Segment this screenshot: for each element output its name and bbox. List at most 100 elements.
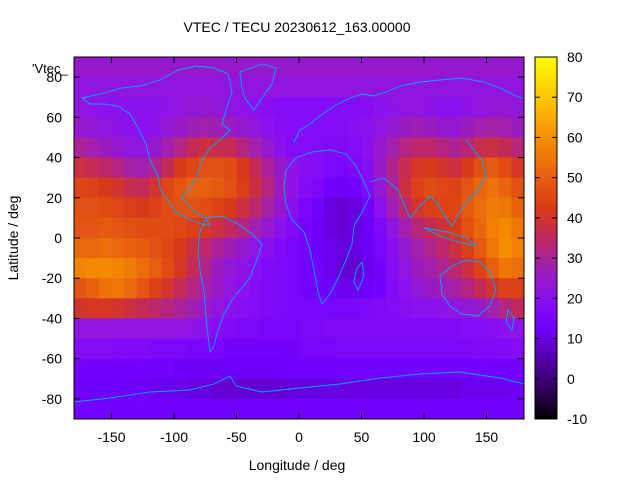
heatmap-cell xyxy=(386,338,400,360)
heatmap-cell xyxy=(474,338,488,360)
heatmap-cell xyxy=(136,117,150,139)
heatmap-cell xyxy=(449,398,463,419)
heatmap-cell xyxy=(161,338,175,360)
heatmap-cell xyxy=(424,77,438,98)
heatmap-cell xyxy=(186,238,200,259)
heatmap-cell xyxy=(86,217,100,239)
heatmap-cell xyxy=(299,358,313,380)
heatmap-cell xyxy=(411,318,425,340)
heatmap-cell xyxy=(449,197,463,219)
heatmap-cell xyxy=(261,77,275,98)
heatmap-cell xyxy=(124,157,138,179)
heatmap-cell xyxy=(236,258,250,279)
heatmap-cell xyxy=(299,197,313,219)
heatmap-cell xyxy=(161,398,175,419)
heatmap-cell xyxy=(324,117,338,139)
heatmap-cell xyxy=(386,278,400,299)
heatmap-cell xyxy=(449,177,463,199)
heatmap-cell xyxy=(224,338,238,360)
heatmap-cell xyxy=(286,157,300,179)
heatmap-cell xyxy=(324,318,338,340)
heatmap-cell xyxy=(249,298,263,320)
heatmap-cell xyxy=(74,398,88,419)
heatmap-cell xyxy=(311,378,325,400)
heatmap-cell xyxy=(211,298,225,320)
y-tick-label: -40 xyxy=(42,310,62,326)
heatmap-cell xyxy=(311,117,325,139)
heatmap-cell xyxy=(274,137,288,159)
heatmap-cell xyxy=(111,378,125,400)
heatmap-cell xyxy=(136,338,150,360)
heatmap-cell xyxy=(399,57,413,78)
heatmap-cell xyxy=(311,197,325,219)
heatmap-cell xyxy=(86,358,100,380)
heatmap-cell xyxy=(86,177,100,199)
heatmap-cell xyxy=(299,298,313,320)
heatmap-cell xyxy=(99,238,113,259)
heatmap-cell xyxy=(149,57,163,78)
heatmap-cell xyxy=(436,298,450,320)
heatmap-cell xyxy=(149,358,163,380)
heatmap-cell xyxy=(336,137,350,159)
heatmap-cell xyxy=(449,238,463,259)
heatmap-cell xyxy=(374,338,388,360)
heatmap-cell xyxy=(299,338,313,360)
heatmap-cell xyxy=(86,157,100,179)
heatmap-cell xyxy=(499,57,513,78)
heatmap-cell xyxy=(436,177,450,199)
heatmap-cell xyxy=(161,318,175,340)
heatmap-cell xyxy=(74,197,88,219)
heatmap-cell xyxy=(299,318,313,340)
heatmap-cell xyxy=(249,57,263,78)
heatmap-cell xyxy=(249,117,263,139)
heatmap-cell xyxy=(124,398,138,419)
heatmap-cell xyxy=(286,258,300,279)
heatmap-cell xyxy=(274,77,288,98)
heatmap-cell xyxy=(236,197,250,219)
heatmap-cell xyxy=(349,258,363,279)
heatmap-cell xyxy=(486,97,500,118)
heatmap-cell xyxy=(461,137,475,159)
heatmap-cell xyxy=(249,338,263,360)
heatmap-cell xyxy=(124,57,138,78)
colorbar-tick-label: 80 xyxy=(567,49,583,65)
heatmap-cell xyxy=(311,238,325,259)
heatmap-cell xyxy=(324,57,338,78)
heatmap-cell xyxy=(461,217,475,239)
heatmap-cell xyxy=(199,77,213,98)
heatmap-cell xyxy=(424,238,438,259)
heatmap-cell xyxy=(211,157,225,179)
heatmap-cell xyxy=(399,378,413,400)
heatmap-cell xyxy=(511,398,524,419)
heatmap-cell xyxy=(299,398,313,419)
heatmap-cell xyxy=(499,197,513,219)
heatmap-cell xyxy=(149,117,163,139)
heatmap-cell xyxy=(336,177,350,199)
heatmap-cell xyxy=(474,157,488,179)
heatmap-cell xyxy=(424,398,438,419)
heatmap-cell xyxy=(161,238,175,259)
heatmap-cell xyxy=(149,398,163,419)
heatmap-cell xyxy=(111,97,125,118)
heatmap-cell xyxy=(224,378,238,400)
heatmap-cell xyxy=(186,338,200,360)
plot-area xyxy=(73,56,525,420)
heatmap-cell xyxy=(324,177,338,199)
heatmap-cell xyxy=(386,57,400,78)
heatmap-cell xyxy=(474,318,488,340)
heatmap-cell xyxy=(274,157,288,179)
heatmap-cell xyxy=(461,197,475,219)
heatmap-cell xyxy=(261,238,275,259)
y-tick-label: 40 xyxy=(46,150,62,166)
heatmap-cell xyxy=(336,358,350,380)
heatmap-cell xyxy=(374,197,388,219)
heatmap-cell xyxy=(249,258,263,279)
heatmap-cell xyxy=(436,378,450,400)
heatmap-cell xyxy=(174,177,188,199)
heatmap-cell xyxy=(124,217,138,239)
heatmap-cell xyxy=(236,278,250,299)
heatmap-cell xyxy=(474,217,488,239)
heatmap-cell xyxy=(199,97,213,118)
heatmap-cell xyxy=(161,117,175,139)
heatmap-cell xyxy=(99,137,113,159)
